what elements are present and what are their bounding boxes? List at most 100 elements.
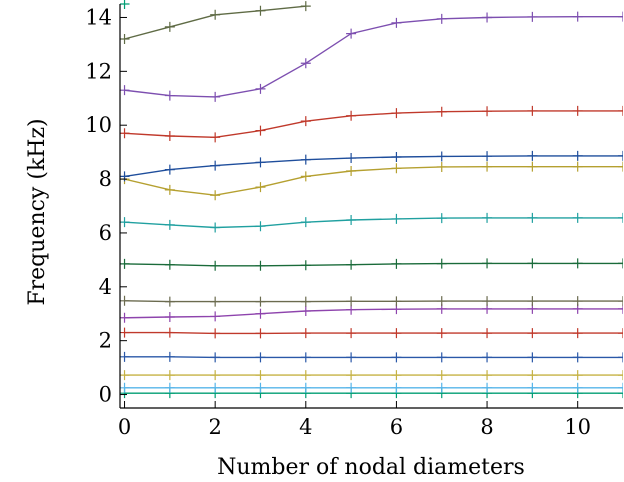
data-point <box>120 351 130 362</box>
data-point <box>255 83 266 94</box>
y-tick-label: 10 <box>85 113 112 137</box>
data-point <box>482 370 493 381</box>
data-point <box>391 163 402 174</box>
data-point <box>300 296 311 307</box>
series-line <box>124 262 623 267</box>
data-point <box>164 311 175 322</box>
data-point <box>618 11 623 22</box>
data-point <box>120 85 130 96</box>
data-point <box>618 212 623 223</box>
series-line <box>124 331 623 335</box>
data-point <box>618 258 623 269</box>
data-point <box>164 370 175 381</box>
data-point <box>618 105 623 116</box>
series-8 <box>120 212 623 233</box>
y-tick-label: 12 <box>85 59 112 83</box>
data-point <box>436 258 447 269</box>
data-point <box>346 304 357 315</box>
data-point <box>120 295 130 306</box>
data-point <box>120 217 130 228</box>
data-point <box>210 352 221 363</box>
data-point <box>527 296 538 307</box>
data-point <box>164 296 175 307</box>
y-tick-label: 4 <box>99 275 112 299</box>
data-point <box>618 296 623 307</box>
data-point <box>255 370 266 381</box>
data-point <box>255 221 266 232</box>
data-point <box>164 164 175 175</box>
data-point <box>210 370 221 381</box>
data-point <box>618 352 623 363</box>
data-point <box>527 105 538 116</box>
series-0 <box>120 388 623 399</box>
y-axis-label: Frequency (kHz) <box>25 118 50 305</box>
data-point <box>527 258 538 269</box>
data-point <box>210 190 221 201</box>
data-point <box>164 259 175 270</box>
data-point <box>391 17 402 28</box>
data-point <box>618 370 623 381</box>
series-line <box>124 217 623 229</box>
data-point <box>391 213 402 224</box>
data-point <box>527 352 538 363</box>
data-point <box>482 212 493 223</box>
data-point <box>164 90 175 101</box>
series-line <box>124 110 623 139</box>
data-point <box>572 212 583 223</box>
series-9 <box>120 161 623 201</box>
data-point <box>572 296 583 307</box>
data-point <box>482 382 493 393</box>
data-point <box>164 351 175 362</box>
data-point <box>210 260 221 271</box>
series-line <box>124 308 623 319</box>
data-point <box>436 328 447 339</box>
series-13 <box>120 1 311 45</box>
data-point <box>572 328 583 339</box>
plot-lines <box>120 0 623 399</box>
data-point <box>346 352 357 363</box>
data-point <box>120 34 130 45</box>
data-point <box>391 258 402 269</box>
data-point <box>255 125 266 136</box>
x-tick-label: 8 <box>480 415 493 439</box>
series-12 <box>120 11 623 102</box>
series-6 <box>120 295 623 307</box>
data-point <box>572 258 583 269</box>
data-point <box>572 11 583 22</box>
data-point <box>346 153 357 164</box>
data-point <box>164 219 175 230</box>
series-line <box>124 300 623 303</box>
data-point <box>618 303 623 314</box>
x-tick-label: 6 <box>390 415 403 439</box>
y-tick-label: 14 <box>85 5 112 29</box>
y-tick-label: 8 <box>99 167 112 191</box>
data-point <box>436 151 447 162</box>
data-point <box>210 328 221 339</box>
series-7 <box>120 258 623 271</box>
data-point <box>300 171 311 182</box>
data-point <box>164 21 175 32</box>
y-tick-label: 2 <box>99 329 112 353</box>
data-point <box>482 106 493 117</box>
data-point <box>572 161 583 172</box>
series-line <box>124 16 623 98</box>
data-point <box>300 328 311 339</box>
x-tick-label: 4 <box>299 415 312 439</box>
data-point <box>300 154 311 165</box>
data-point <box>436 352 447 363</box>
data-point <box>255 260 266 271</box>
data-point <box>618 382 623 393</box>
data-point <box>346 110 357 121</box>
data-point <box>210 296 221 307</box>
data-point <box>482 328 493 339</box>
data-point <box>210 132 221 143</box>
data-point <box>120 312 130 323</box>
data-point <box>391 151 402 162</box>
x-tick-label: 2 <box>208 415 221 439</box>
data-point <box>210 311 221 322</box>
data-point <box>618 150 623 161</box>
data-point <box>572 105 583 116</box>
data-point <box>572 370 583 381</box>
series-11 <box>120 105 623 143</box>
data-point <box>300 58 311 69</box>
